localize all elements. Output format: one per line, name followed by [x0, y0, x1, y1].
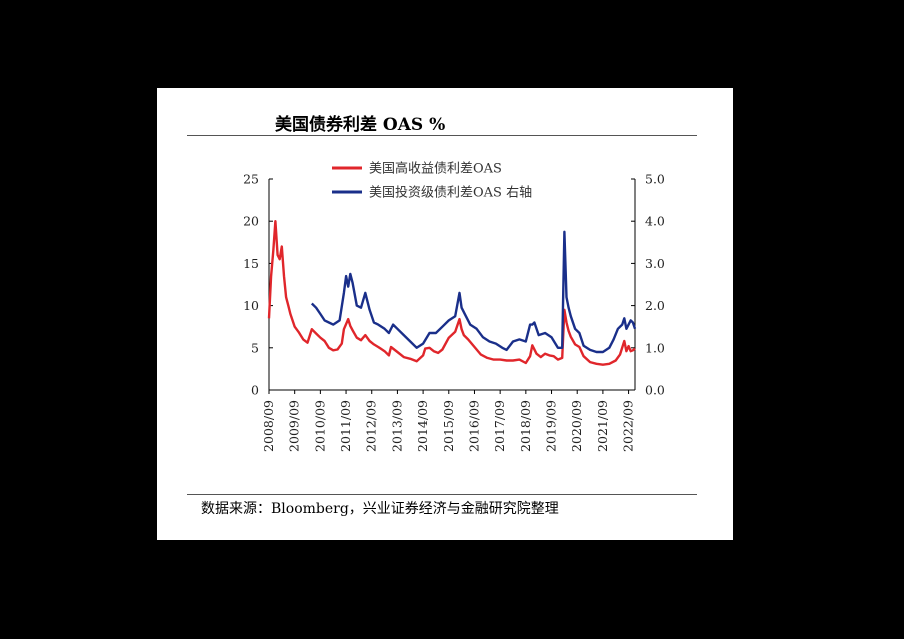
x-tick-label: 2017/09: [492, 400, 507, 452]
y-left-tick-label: 25: [243, 172, 259, 187]
x-tick-label: 2019/09: [544, 400, 559, 452]
series-line-investment-grade: [310, 230, 637, 354]
chart-legend: 美国高收益债利差OAS 美国投资级债利差OAS 右轴: [332, 161, 532, 201]
x-tick-label: 2015/09: [441, 400, 456, 452]
chart-card: 美国债券利差 OAS % 0 5 10 15 20 25 0.0 1.0 2.0 3.0 4.0 5.…: [157, 88, 733, 540]
source-divider: [187, 494, 697, 495]
x-tick-label: 2022/09: [621, 400, 636, 452]
y-left-tick-label: 20: [243, 214, 259, 229]
title-divider: [187, 135, 697, 136]
y-left-tick-label: 5: [251, 340, 259, 355]
y-right-tick-label: 5.0: [645, 172, 665, 187]
source-note: 数据来源：Bloomberg，兴业证券经济与金融研究院整理: [201, 501, 559, 517]
y-right-tick-label: 4.0: [645, 214, 665, 229]
series-layer: [267, 220, 637, 366]
y-right-tick-label: 1.0: [645, 340, 665, 355]
x-tick-label: 2010/09: [312, 400, 327, 452]
x-tick-label: 2008/09: [261, 400, 276, 452]
x-tick-label: 2013/09: [389, 400, 404, 452]
x-tick-label: 2009/09: [287, 400, 302, 452]
x-tick-label: 2018/09: [518, 400, 533, 452]
y-left-tick-label: 15: [243, 256, 259, 271]
x-tick-label: 2014/09: [415, 400, 430, 452]
chart-axes: 0 5 10 15 20 25 0.0 1.0 2.0 3.0 4.0 5.0 2008/09 2009/…: [243, 172, 665, 452]
y-left-tick-label: 0: [251, 383, 259, 398]
x-tick-label: 2012/09: [364, 400, 379, 452]
x-tick-label: 2020/09: [569, 400, 584, 452]
y-right-tick-label: 3.0: [645, 256, 665, 271]
oas-spread-chart: 0 5 10 15 20 25 0.0 1.0 2.0 3.0 4.0 5.0 2008/09 2009/…: [243, 161, 665, 452]
x-tick-label: 2011/09: [338, 400, 353, 452]
y-right-tick-label: 2.0: [645, 298, 665, 313]
legend-label: 美国投资级债利差OAS 右轴: [369, 185, 532, 201]
x-tick-label: 2016/09: [466, 400, 481, 452]
legend-label: 美国高收益债利差OAS: [369, 161, 502, 177]
x-tick-label: 2021/09: [595, 400, 610, 452]
y-right-tick-label: 0.0: [645, 383, 665, 398]
chart-title: 美国债券利差 OAS %: [275, 115, 446, 135]
y-left-tick-label: 10: [243, 298, 259, 313]
series-line-high-yield: [267, 220, 636, 366]
